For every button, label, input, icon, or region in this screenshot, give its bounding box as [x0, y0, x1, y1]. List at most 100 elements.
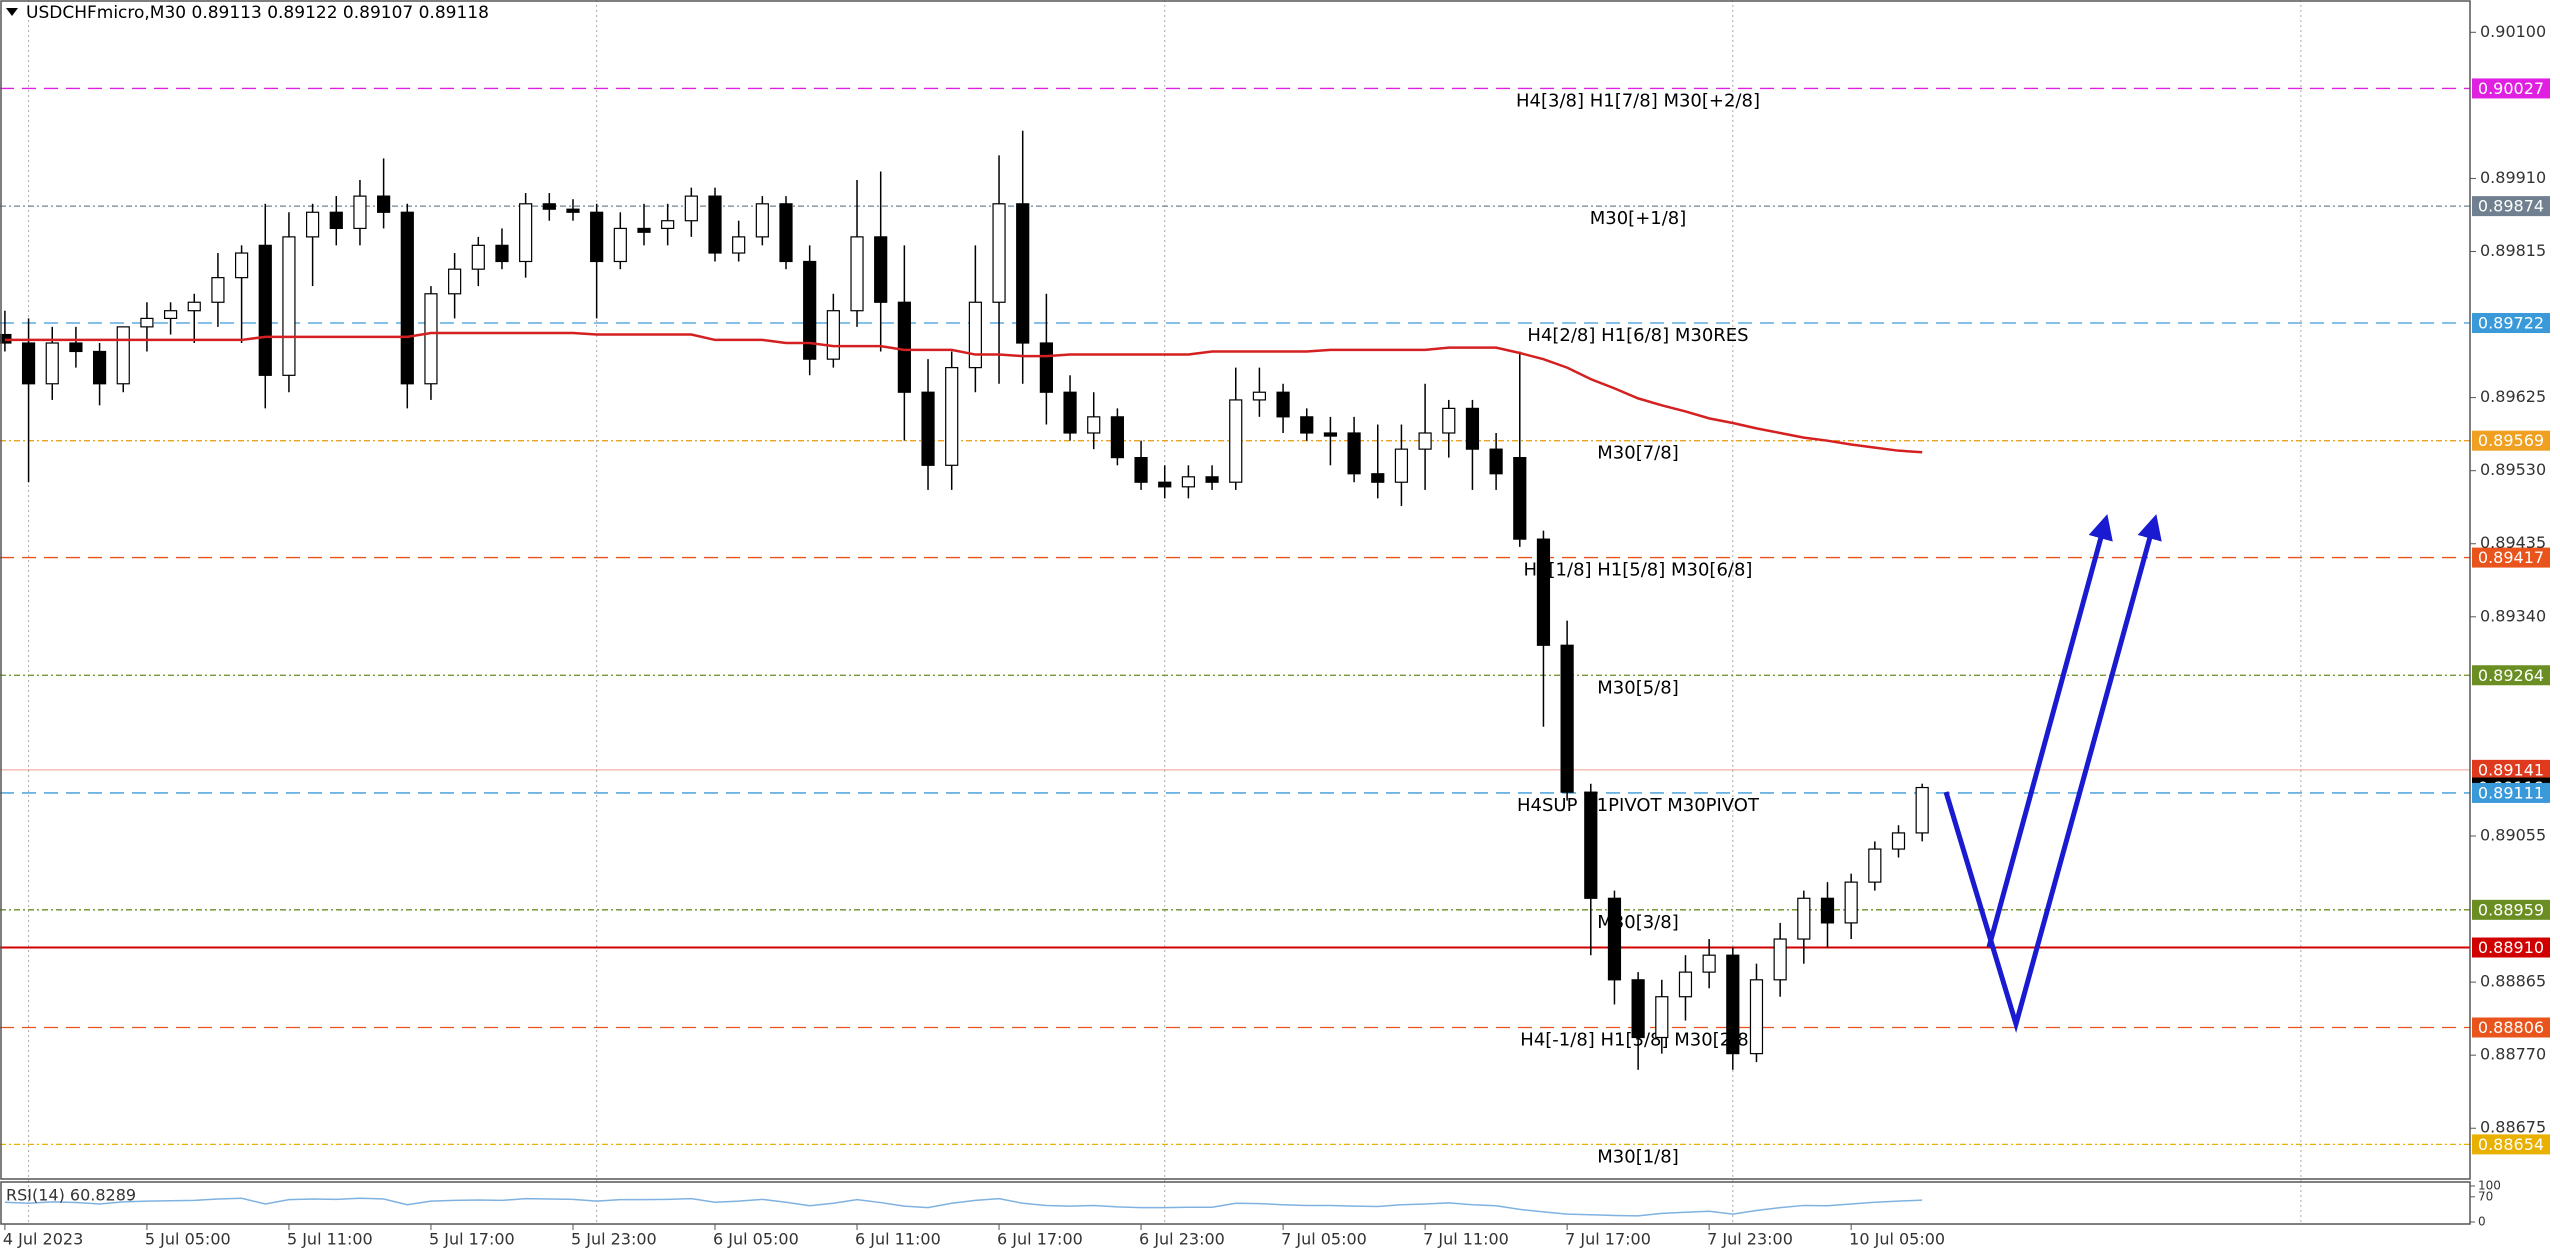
- menu-triangle[interactable]: [6, 8, 18, 16]
- price-tag-text: 0.89417: [2478, 548, 2544, 567]
- x-tick-label: 4 Jul 2023: [3, 1230, 83, 1249]
- y-tick-label: 0.89530: [2480, 460, 2546, 479]
- candle-body: [1063, 391, 1077, 434]
- candle-body: [1205, 476, 1219, 483]
- price-tag: [2472, 782, 2550, 803]
- x-tick-label: 5 Jul 05:00: [145, 1230, 231, 1249]
- candle-body: [850, 236, 864, 312]
- y-tick-label: 0.88865: [2480, 972, 2546, 991]
- price-tag-text: 0.89264: [2478, 666, 2544, 685]
- candle-body: [755, 203, 769, 238]
- candle-body: [613, 227, 627, 263]
- candle-body: [45, 342, 59, 385]
- candle-body: [495, 244, 509, 263]
- x-tick-label: 10 Jul 05:00: [1849, 1230, 1945, 1249]
- candle-body: [684, 195, 698, 222]
- price-tag-text: 0.88959: [2478, 900, 2544, 919]
- candle-body: [1844, 881, 1858, 924]
- candle-body: [1016, 203, 1030, 344]
- candle-body: [448, 268, 462, 295]
- candle-body: [92, 350, 107, 385]
- candle-body: [306, 211, 320, 238]
- indicator-tick-label: 0: [2478, 1215, 2486, 1229]
- rsi-line: [4, 1197, 1923, 1217]
- level-text: H4[2/8] H1[6/8] M30RES: [1527, 325, 1748, 346]
- price-tag: [2472, 665, 2550, 686]
- price-tag: [2472, 937, 2550, 958]
- price-tag-text: 0.88654: [2478, 1135, 2544, 1154]
- level-text: H4[3/8] H1[7/8] M30[+2/8]: [1516, 90, 1760, 111]
- price-tag: [2472, 1017, 2550, 1038]
- candle-body: [637, 227, 651, 233]
- candle-body: [400, 211, 414, 385]
- price-tag-text: 0.90027: [2478, 79, 2544, 98]
- x-tick-label: 7 Jul 17:00: [1565, 1230, 1651, 1249]
- candle-body: [1820, 897, 1835, 924]
- price-tag: [2472, 899, 2550, 920]
- candle-body: [1252, 391, 1267, 401]
- candle-body: [874, 236, 888, 303]
- level-text: H4SUP H1PIVOT M30PIVOT: [1517, 795, 1760, 816]
- y-tick-label: 0.89625: [2480, 387, 2546, 406]
- y-tick-label: 0.88675: [2480, 1118, 2546, 1137]
- candle-body: [1915, 786, 1929, 834]
- candle-body: [542, 203, 556, 210]
- candle-body: [1087, 416, 1101, 434]
- price-tag: [2472, 78, 2550, 99]
- moving-average: [4, 331, 1923, 454]
- candle-body: [471, 244, 485, 270]
- level-text: M30[7/8]: [1597, 443, 1678, 464]
- candle-body: [1134, 457, 1148, 483]
- candle-body: [424, 293, 438, 385]
- indicator-title: RSI(14) 60.8289: [6, 1186, 136, 1205]
- candle-body: [1039, 342, 1053, 393]
- candle-body: [732, 236, 746, 254]
- y-tick-label: 0.89815: [2480, 241, 2546, 260]
- candle-body: [1229, 399, 1243, 483]
- price-tag-text: 0.89141: [2478, 760, 2544, 779]
- x-tick-label: 6 Jul 23:00: [1139, 1230, 1225, 1249]
- candle-body: [235, 252, 249, 279]
- candle-body: [1631, 979, 1645, 1039]
- price-tag-text: 0.88806: [2478, 1018, 2544, 1037]
- level-text: M30[1/8]: [1597, 1146, 1678, 1167]
- candle-body: [377, 195, 391, 213]
- price-tag-text: 0.89111: [2478, 783, 2544, 802]
- candle-body: [21, 342, 36, 385]
- y-tick-label: 0.89055: [2480, 825, 2546, 844]
- candle-body: [116, 326, 130, 385]
- levels: H4[3/8] H1[7/8] M30[+2/8] M30[+1/8] H4[2/8…: [0, 87, 2470, 1167]
- plot-frame: [0, 0, 2471, 1180]
- candle-body: [140, 317, 154, 328]
- price-tag: [2472, 313, 2550, 334]
- candle-body: [945, 367, 959, 466]
- price-tag: [2472, 430, 2550, 451]
- candle-body: [353, 195, 367, 230]
- candle-body: [921, 391, 935, 466]
- candle-body: [1678, 971, 1693, 998]
- candle-body: [1465, 407, 1480, 450]
- indicator-tick-label: 100: [2478, 1179, 2501, 1193]
- candle-body: [187, 301, 201, 312]
- plot: [0, 130, 1929, 1217]
- y-tick-label: 0.89340: [2480, 606, 2546, 625]
- candle-body: [1394, 448, 1409, 483]
- candle-body: [69, 342, 83, 353]
- candle-body: [519, 203, 533, 263]
- candle-body: [1371, 473, 1385, 483]
- x-tick-label: 6 Jul 17:00: [997, 1230, 1083, 1249]
- x-tick-label: 6 Jul 05:00: [713, 1230, 799, 1249]
- candle-body: [1442, 407, 1456, 434]
- candle-body: [1110, 416, 1124, 459]
- price-tag: [2472, 759, 2550, 780]
- candle-body: [826, 310, 840, 360]
- axes: USDCHFmicro,M30 0.89113 0.89122 0.89107 …: [0, 0, 2471, 1225]
- candle-body: [1323, 432, 1338, 437]
- price-tag: [2472, 1134, 2550, 1155]
- level-text: M30[5/8]: [1597, 677, 1678, 698]
- candle-body: [1702, 954, 1716, 973]
- x-tick-label: 5 Jul 17:00: [429, 1230, 515, 1249]
- candle-body: [779, 203, 793, 263]
- candle-body: [1584, 791, 1598, 899]
